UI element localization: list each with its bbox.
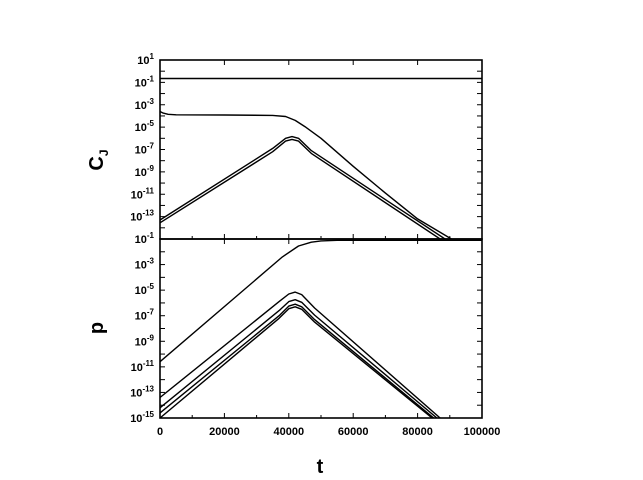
top-y-tick-label: 10-5 [135,119,155,134]
bottom-series-line-2 [160,291,441,418]
tick-base: 10 [131,362,143,374]
top-y-tick-label: 10-11 [131,186,155,201]
tick-exponent: -7 [147,308,155,317]
top-y-tick-label: 10-13 [130,209,154,224]
top-y-axis-title: CJ [86,149,111,170]
tick-exponent: -15 [142,410,154,419]
tick-exponent: -13 [142,209,154,218]
bottom-plot-frame [159,238,483,419]
x-axis-title: t [317,456,324,478]
tick-base: 10 [130,413,142,425]
tick-base: 10 [135,167,147,179]
top-y-tick-label: 101 [137,52,154,67]
tick-exponent: -11 [143,359,155,368]
top-y-tick-label: 10-3 [135,97,155,112]
bottom-series-line-5 [160,306,433,418]
top-ylabel-text: C [86,156,108,170]
tick-exponent: -13 [142,384,154,393]
tick-exponent: -7 [147,142,155,151]
bottom-series-line-3 [160,299,438,418]
tick-exponent: -3 [147,257,155,266]
top-series-line-2 [160,110,452,239]
top-ylabel-sub: J [97,149,111,156]
top-plot-frame [159,59,483,240]
tick-base: 10 [135,145,147,157]
x-tick-label: 20000 [209,426,240,438]
tick-exponent: -11 [143,186,155,195]
x-tick-label: 100000 [464,426,501,438]
top-series-line-3 [160,135,446,239]
top-y-tick-label: 10-1 [135,74,155,89]
tick-exponent: -3 [147,97,155,106]
top-y-tick-label: 10-9 [135,164,155,179]
bottom-y-tick-label: 10-5 [135,282,155,297]
tick-exponent: 1 [150,52,155,61]
bottom-series-line-4 [160,303,435,418]
tick-base: 10 [135,234,147,246]
x-tick-label: 60000 [338,426,369,438]
bottom-y-tick-label: 10-15 [130,410,154,425]
tick-base: 10 [135,100,147,112]
tick-base: 10 [135,77,147,89]
tick-exponent: -9 [147,333,155,342]
tick-exponent: -1 [147,231,155,240]
bottom-y-axis-title: p [86,322,108,334]
x-tick-label: 40000 [274,426,305,438]
bottom-y-tick-label: 10-3 [135,257,155,272]
top-y-tick-label: 10-7 [135,142,155,157]
tick-base: 10 [135,336,147,348]
bottom-y-tick-label: 10-7 [135,308,155,323]
svg-text:CJ: CJ [86,149,111,170]
tick-base: 10 [135,122,147,134]
tick-base: 10 [135,311,147,323]
tick-exponent: -5 [147,119,155,128]
bottom-y-tick-label: 10-11 [131,359,155,374]
bottom-y-tick-label: 10-1 [135,231,155,246]
bottom-series-line-1 [160,239,482,363]
tick-base: 10 [130,212,142,224]
tick-base: 10 [135,260,147,272]
tick-exponent: -9 [147,164,155,173]
top-series-line-4 [160,138,441,239]
tick-exponent: -1 [147,74,155,83]
tick-base: 10 [130,387,142,399]
bottom-y-tick-label: 10-9 [135,333,155,348]
tick-exponent: -5 [147,282,155,291]
tick-base: 10 [131,189,143,201]
x-tick-label: 0 [157,426,163,438]
tick-base: 10 [137,55,149,67]
bottom-y-tick-label: 10-13 [130,384,154,399]
x-tick-label: 80000 [402,426,433,438]
tick-base: 10 [135,285,147,297]
